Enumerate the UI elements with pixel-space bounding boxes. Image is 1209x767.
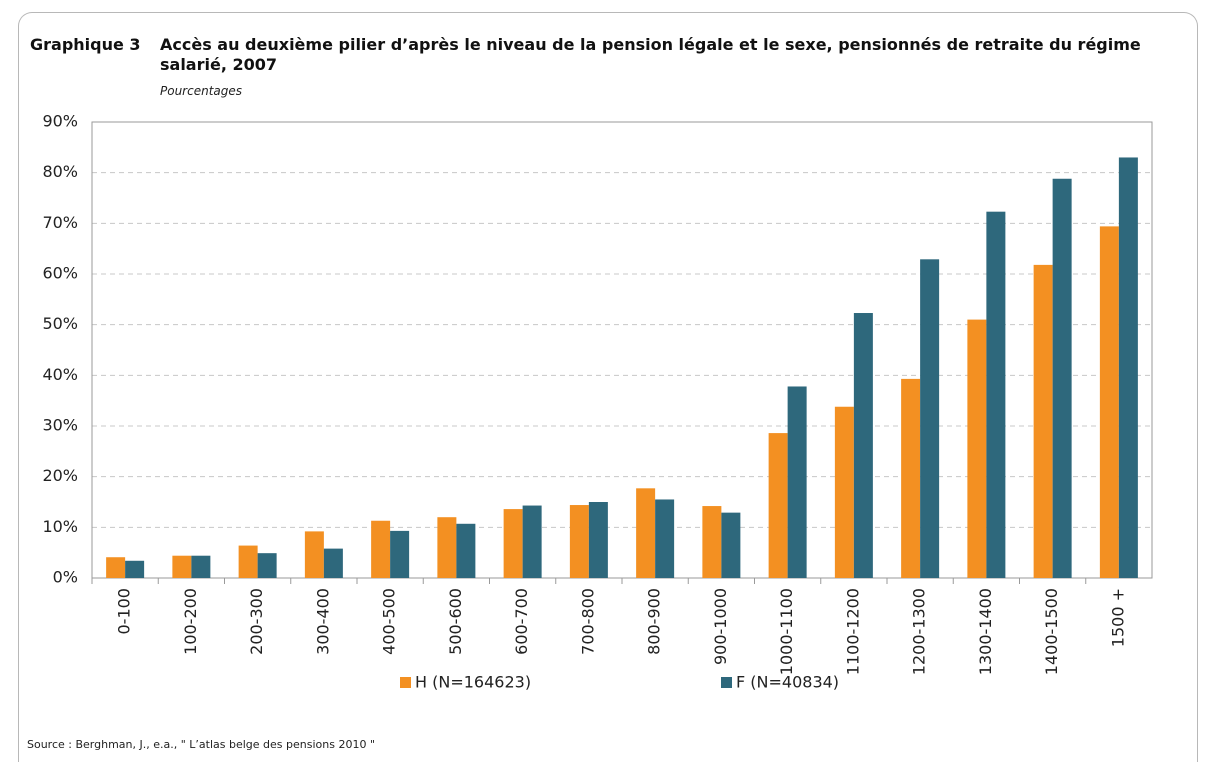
y-tick-label: 30% (42, 416, 78, 435)
bar (106, 557, 126, 578)
bar (125, 560, 145, 578)
bar (1118, 157, 1138, 578)
legend-swatch (400, 677, 411, 688)
source: Source : Berghman, J., e.a., " L’atlas b… (27, 738, 376, 751)
bar (522, 505, 542, 578)
bar (371, 520, 391, 578)
bar (456, 523, 476, 578)
x-tick-label: 900-1000 (711, 588, 730, 665)
bar (588, 502, 608, 578)
x-tick-label: 1200-1300 (910, 588, 929, 675)
legend-label: F (N=40834) (736, 673, 839, 692)
bar (569, 505, 589, 578)
bar (967, 319, 987, 578)
y-tick-label: 70% (42, 213, 78, 232)
chart-title: Accès au deuxième pilier d’après le nive… (160, 35, 1141, 74)
bar (986, 211, 1006, 578)
y-tick-label: 0% (53, 568, 78, 587)
bar (503, 509, 523, 578)
bar (304, 531, 324, 578)
x-tick-label: 400-500 (380, 588, 399, 655)
bar (1099, 226, 1119, 578)
frame (18, 12, 1198, 762)
bar (721, 512, 741, 578)
bar (702, 506, 722, 578)
x-tick-label: 0-100 (115, 588, 134, 635)
bar (238, 545, 258, 578)
bar (390, 530, 410, 578)
x-tick-label: 200-300 (247, 588, 266, 655)
x-tick-label: 700-800 (578, 588, 597, 655)
bar (191, 555, 211, 578)
y-tick-label: 10% (42, 517, 78, 536)
y-tick-label: 50% (42, 314, 78, 333)
chart-label: Graphique 3 (30, 35, 141, 54)
chart-subtitle: Pourcentages (160, 84, 243, 98)
bar (787, 386, 807, 578)
y-tick-label: 80% (42, 162, 78, 181)
x-tick-label: 600-700 (512, 588, 531, 655)
bar (636, 488, 656, 578)
x-tick-label: 100-200 (181, 588, 200, 655)
bar (1052, 178, 1072, 578)
y-tick-label: 20% (42, 466, 78, 485)
x-tick-label: 300-400 (313, 588, 332, 655)
x-tick-label: 1400-1500 (1042, 588, 1061, 675)
x-tick-label: 1500 + (1108, 588, 1127, 647)
bar (853, 313, 873, 578)
bar (323, 548, 343, 578)
bar (257, 553, 277, 578)
y-tick-label: 60% (42, 264, 78, 283)
bar (920, 259, 940, 578)
bar (655, 499, 675, 578)
y-tick-label: 40% (42, 365, 78, 384)
bar (172, 555, 192, 578)
y-tick-label: 90% (42, 112, 78, 131)
x-tick-label: 1000-1100 (777, 588, 796, 675)
bar (834, 406, 854, 578)
legend-label: H (N=164623) (415, 673, 531, 692)
bar (768, 433, 788, 578)
bar (437, 517, 457, 578)
legend-swatch (721, 677, 732, 688)
x-tick-label: 1100-1200 (843, 588, 862, 675)
x-tick-label: 1300-1400 (976, 588, 995, 675)
x-tick-label: 500-600 (446, 588, 465, 655)
x-tick-label: 800-900 (645, 588, 664, 655)
bar (1033, 264, 1053, 578)
bar (901, 378, 921, 578)
